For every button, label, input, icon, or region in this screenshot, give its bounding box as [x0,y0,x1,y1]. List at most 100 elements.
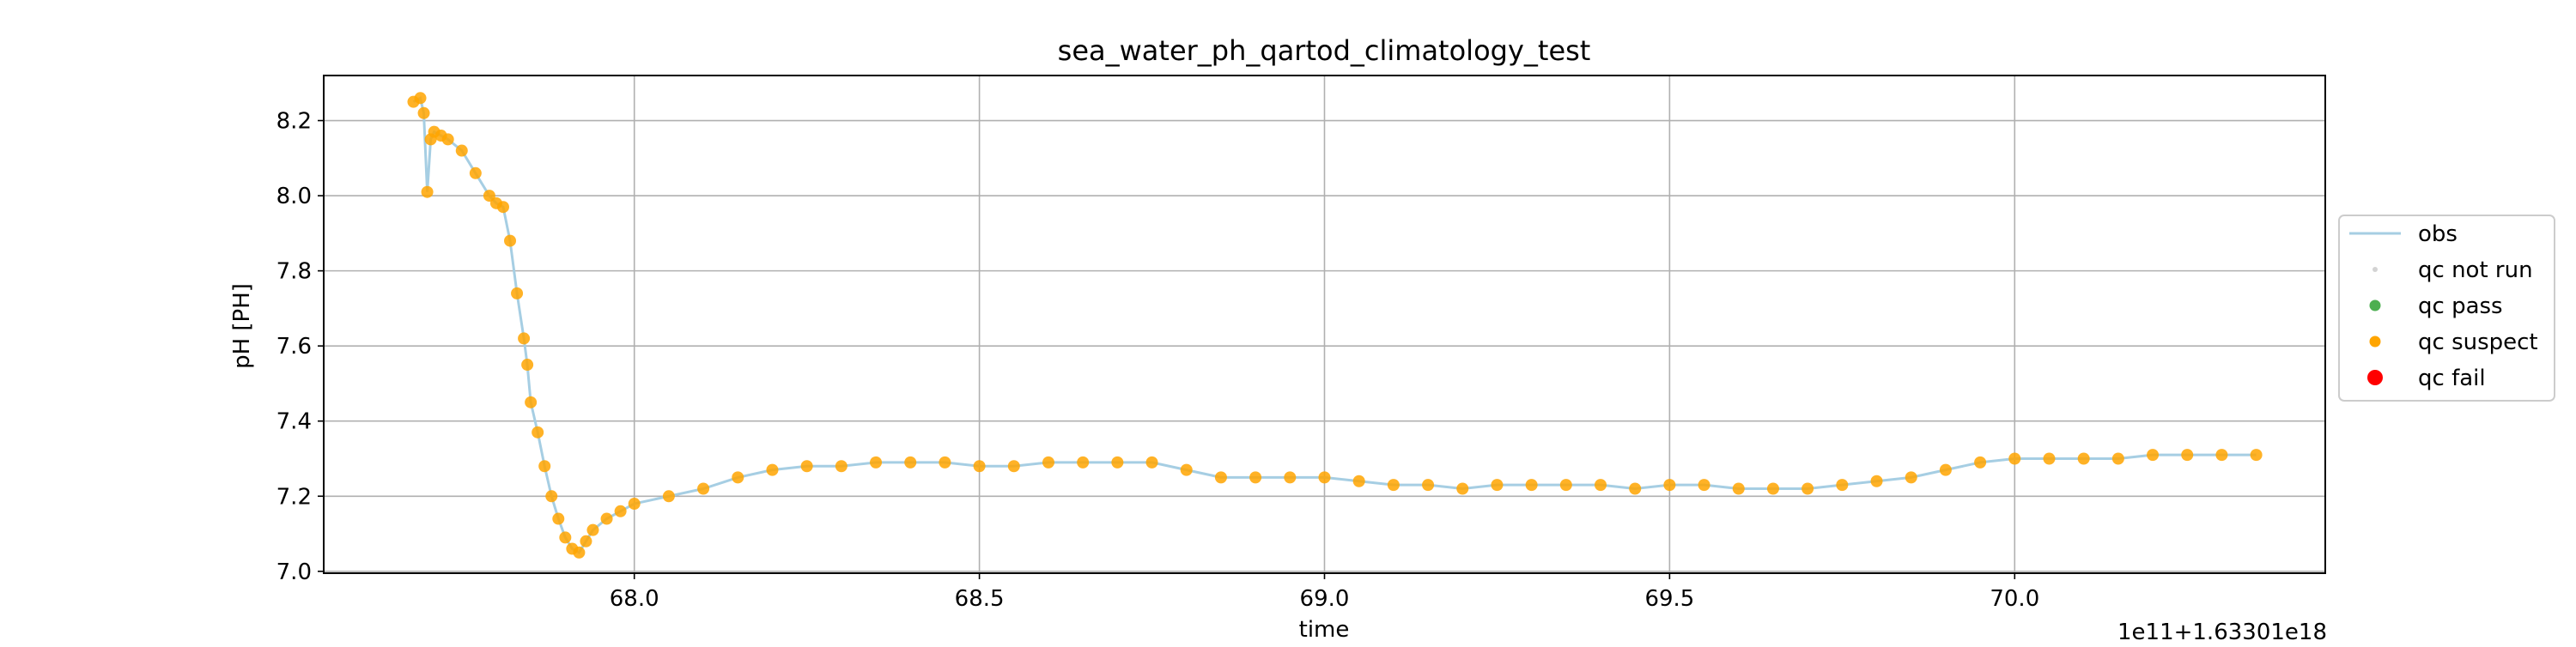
qc-suspect-point [1663,479,1676,492]
series-layer [407,92,2263,559]
qc-suspect-point [552,512,565,525]
y-tick-label: 8.2 [276,109,312,135]
legend-label: qc fail [2418,366,2486,391]
qc-suspect-point [870,456,883,469]
qc-suspect-point [1939,463,1952,476]
qc-suspect-point [525,396,538,408]
legend-marker-swatch [2369,299,2381,311]
x-axis-offset-label: 1e11+1.63301e18 [2117,620,2327,644]
qc-suspect-point [521,359,534,372]
qc-suspect-point [904,456,917,469]
qc-suspect-point [511,287,524,299]
qc-suspect-point [1042,456,1054,469]
legend-label: obs [2418,221,2458,247]
qc-suspect-point [2043,452,2056,465]
qc-suspect-point [2111,452,2124,465]
qc-suspect-point [1249,471,1262,484]
qc-suspect-point [496,201,509,214]
qc-suspect-point [1870,475,1883,487]
grid-layer [324,76,2325,573]
qc-suspect-point [1698,479,1710,492]
qc-suspect-points [407,92,2263,559]
legend-frame [2338,215,2555,402]
x-tick-label: 68.5 [955,586,1005,612]
qc-suspect-point [1732,482,1745,495]
qc-suspect-point [421,185,434,198]
qc-suspect-point [417,106,430,119]
qc-suspect-point [1836,479,1849,492]
qc-suspect-point [518,332,531,345]
qc-suspect-point [586,523,599,536]
qc-suspect-point [766,463,779,476]
qc-suspect-point [1318,471,1331,484]
qc-suspect-point [538,460,551,473]
x-tick-label: 68.0 [610,586,659,612]
qc-suspect-point [1766,482,1779,495]
x-tick-label: 69.5 [1644,586,1694,612]
qc-suspect-point [1595,479,1607,492]
qc-suspect-point [600,512,613,525]
qc-suspect-point [1559,479,1572,492]
x-axis-label: time [1299,617,1350,643]
y-axis-label: pH [PH] [229,283,255,369]
qc-suspect-point [1214,471,1227,484]
obs-series-line [412,96,2257,554]
qc-suspect-point [414,92,427,105]
qc-suspect-point [545,490,558,503]
y-tick-label: 7.4 [276,409,312,435]
legend: obs qc not run qc pass qc suspect qc fail [2338,215,2555,402]
legend-marker-swatch [2369,336,2381,348]
qc-suspect-point [2147,449,2160,462]
legend-label: qc not run [2418,257,2533,283]
tick-layer: 68.0 68.5 69.0 69.5 70.0 7.0 7.2 7.4 7.6 7.8 8.0 8.… [276,109,2040,612]
y-tick-label: 7.0 [276,559,312,585]
qc-suspect-point [1905,471,1917,484]
qc-suspect-point [532,426,544,438]
x-tick-label: 70.0 [1990,586,2039,612]
legend-marker-swatch [2367,370,2383,385]
qc-suspect-point [1629,482,1642,495]
qc-suspect-point [2215,449,2228,462]
chart-title: sea_water_ph_qartod_climatology_test [1058,34,1591,67]
qc-suspect-point [455,144,468,157]
qc-suspect-point [1352,475,1365,487]
qc-suspect-point [835,460,848,473]
y-tick-label: 7.8 [276,259,312,285]
qc-suspect-point [1801,482,1814,495]
qc-suspect-point [1456,482,1469,495]
qc-suspect-point [573,546,586,559]
qc-suspect-point [580,535,592,547]
qc-suspect-point [2250,449,2263,462]
qc-suspect-point [504,234,517,247]
qc-suspect-point [628,498,641,511]
qc-suspect-point [1111,456,1124,469]
legend-label: qc suspect [2418,330,2538,355]
y-tick-label: 8.0 [276,184,312,209]
qc-suspect-point [1180,463,1193,476]
legend-marker-swatch [2372,267,2378,272]
qc-suspect-point [1145,456,1158,469]
qc-suspect-point [1525,479,1538,492]
y-tick-label: 7.6 [276,334,312,360]
qc-suspect-point [1387,479,1400,492]
qc-suspect-point [1491,479,1504,492]
qc-suspect-point [2008,452,2021,465]
qc-suspect-point [441,133,454,146]
qc-suspect-point [1077,456,1090,469]
x-tick-label: 69.0 [1300,586,1350,612]
qc-suspect-point [1007,460,1020,473]
qc-suspect-point [469,166,482,179]
qc-suspect-point [559,531,572,544]
qc-suspect-point [800,460,813,473]
qc-suspect-point [732,471,744,484]
qc-suspect-point [662,490,675,503]
qc-suspect-point [2181,449,2194,462]
legend-label: qc pass [2418,293,2503,319]
y-tick-label: 7.2 [276,484,312,510]
qc-suspect-point [614,505,627,517]
qc-suspect-point [1974,456,1987,469]
qc-suspect-point [697,482,710,495]
qc-suspect-point [939,456,951,469]
